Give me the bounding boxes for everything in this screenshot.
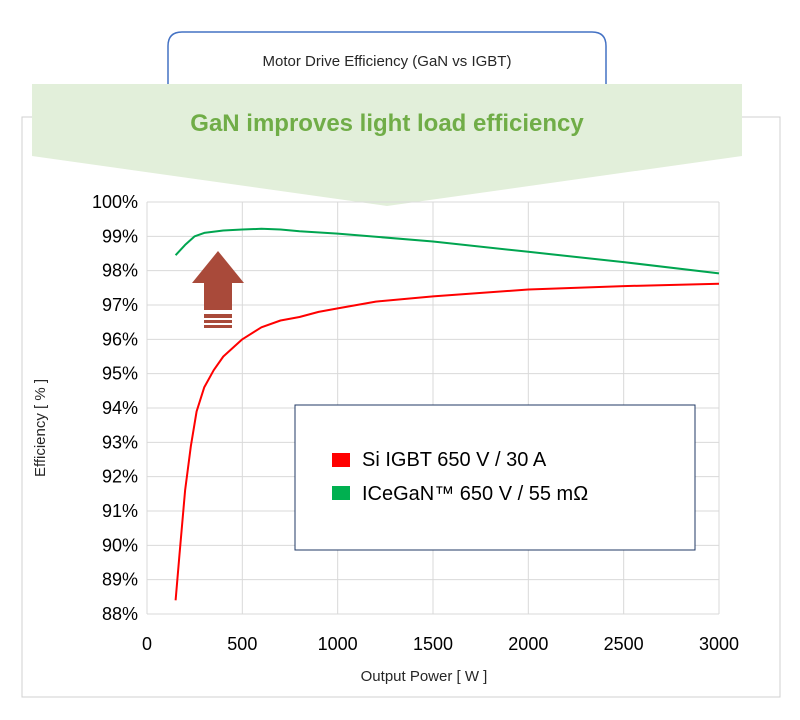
- series-lines: [174, 227, 720, 601]
- y-axis-label: Efficiency [ % ]: [32, 379, 49, 477]
- x-tick-label: 2000: [508, 634, 548, 654]
- up-arrow-icon: [192, 251, 244, 328]
- y-tick-label: 95%: [102, 364, 138, 384]
- banner-shape: [32, 84, 742, 206]
- title-box: [167, 31, 607, 84]
- chart-title: Motor Drive Efficiency (GaN vs IGBT): [263, 53, 512, 70]
- legend-label-icegan: ICeGaN™ 650 V / 55 mΩ: [362, 483, 588, 505]
- x-tick-label: 2500: [604, 634, 644, 654]
- y-tick-label: 100%: [92, 192, 138, 212]
- legend-label-si-igbt: Si IGBT 650 V / 30 A: [362, 449, 547, 471]
- y-tick-label: 91%: [102, 501, 138, 521]
- y-tick-labels: 88% 89% 90% 91% 92% 93% 94% 95% 96% 97% 98% 99% 100%: [92, 192, 138, 624]
- x-tick-label: 1500: [413, 634, 453, 654]
- x-tick-label: 1000: [318, 634, 358, 654]
- y-tick-label: 94%: [102, 398, 138, 418]
- x-tick-label: 500: [227, 634, 257, 654]
- y-tick-label: 93%: [102, 432, 138, 452]
- banner-text: GaN improves light load efficiency: [190, 110, 584, 137]
- y-tick-label: 97%: [102, 295, 138, 315]
- y-tick-label: 90%: [102, 535, 138, 555]
- y-tick-label: 98%: [102, 261, 138, 281]
- x-tick-label: 0: [142, 634, 152, 654]
- series-line-si-igbt: [174, 282, 720, 601]
- y-tick-label: 88%: [102, 604, 138, 624]
- legend-swatch-si-igbt: [332, 453, 350, 467]
- x-tick-labels: 0 500 1000 1500 2000 2500 3000: [142, 634, 739, 654]
- legend: [294, 404, 696, 551]
- legend-swatch-icegan: [332, 486, 350, 500]
- series-line-icegan: [174, 227, 720, 275]
- x-tick-label: 3000: [699, 634, 739, 654]
- x-axis-label: Output Power [ W ]: [361, 668, 488, 685]
- y-tick-label: 99%: [102, 226, 138, 246]
- y-tick-label: 92%: [102, 467, 138, 487]
- y-tick-label: 89%: [102, 570, 138, 590]
- y-tick-label: 96%: [102, 329, 138, 349]
